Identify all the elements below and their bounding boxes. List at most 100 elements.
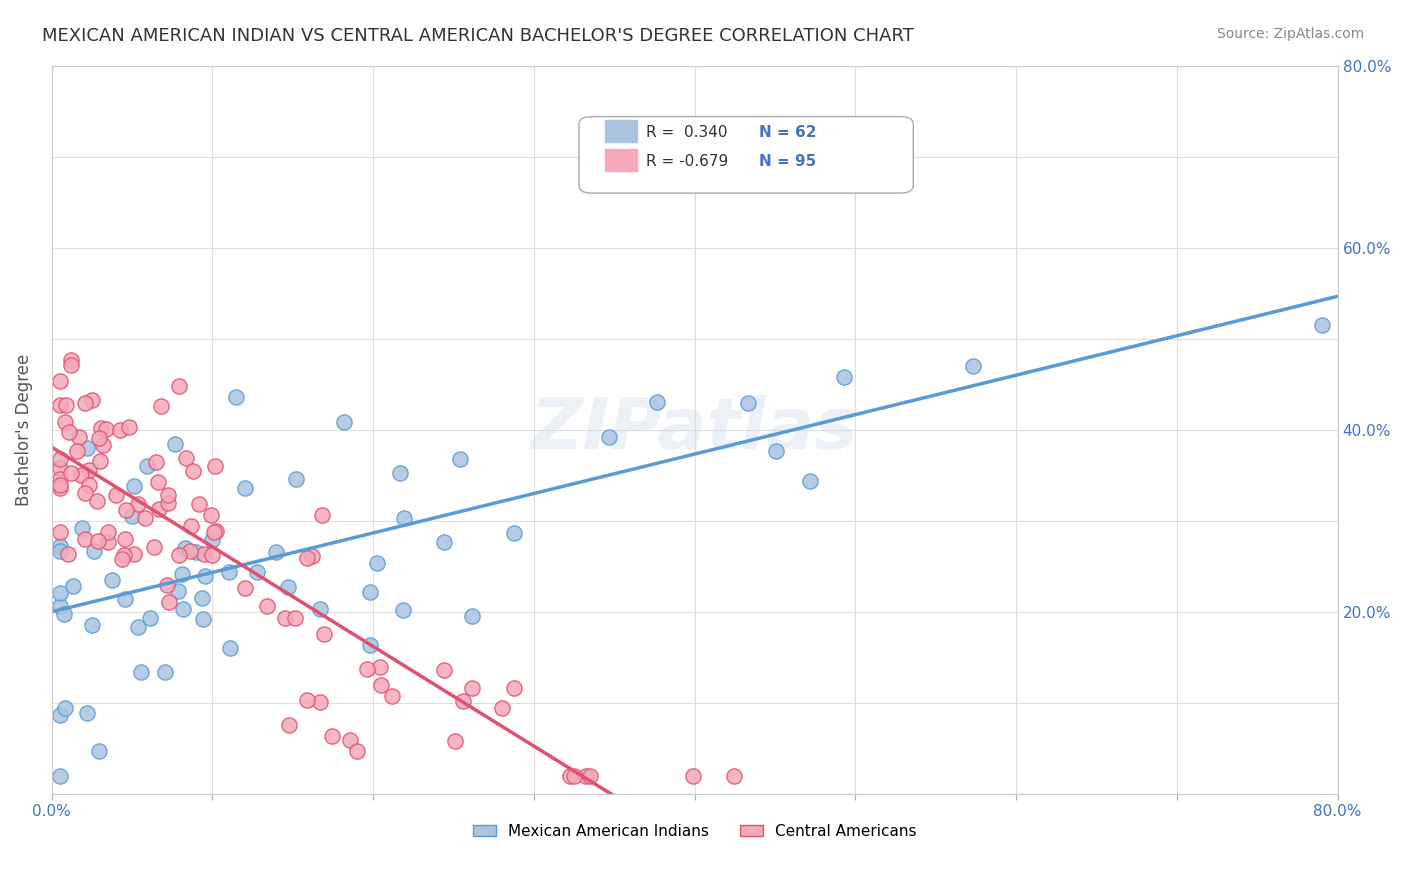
Central Americans bbox=[274, 611, 297, 625]
Central Americans bbox=[368, 660, 391, 674]
Mexican American Indians bbox=[333, 415, 356, 429]
Mexican American Indians bbox=[191, 612, 214, 626]
Text: N = 95: N = 95 bbox=[759, 154, 817, 169]
Central Americans bbox=[297, 692, 319, 706]
Mexican American Indians bbox=[392, 511, 415, 525]
Mexican American Indians bbox=[194, 569, 217, 583]
Central Americans bbox=[356, 662, 378, 676]
Mexican American Indians bbox=[136, 458, 159, 473]
Central Americans bbox=[256, 599, 278, 614]
Mexican American Indians bbox=[55, 700, 77, 714]
Central Americans bbox=[110, 552, 132, 566]
Mexican American Indians bbox=[433, 535, 456, 549]
Central Americans bbox=[108, 423, 131, 437]
Mexican American Indians bbox=[82, 618, 104, 632]
Central Americans bbox=[502, 681, 524, 696]
Central Americans bbox=[150, 399, 173, 413]
Mexican American Indians bbox=[277, 580, 299, 594]
Central Americans bbox=[75, 396, 97, 410]
Mexican American Indians bbox=[502, 526, 524, 541]
Mexican American Indians bbox=[201, 533, 224, 548]
Mexican American Indians bbox=[266, 545, 288, 559]
Mexican American Indians bbox=[392, 603, 415, 617]
Central Americans bbox=[181, 464, 204, 478]
Central Americans bbox=[97, 535, 120, 549]
Central Americans bbox=[49, 374, 72, 388]
Mexican American Indians bbox=[359, 638, 381, 652]
Central Americans bbox=[321, 729, 343, 743]
Central Americans bbox=[309, 695, 332, 709]
Central Americans bbox=[205, 524, 228, 538]
Mexican American Indians bbox=[49, 544, 72, 558]
Central Americans bbox=[58, 425, 80, 439]
Mexican American Indians bbox=[127, 619, 149, 633]
Central Americans bbox=[157, 496, 180, 510]
Mexican American Indians bbox=[170, 566, 193, 581]
Y-axis label: Bachelor's Degree: Bachelor's Degree bbox=[15, 354, 32, 506]
Central Americans bbox=[86, 494, 108, 508]
Text: ZIPatlas: ZIPatlas bbox=[531, 395, 859, 465]
Central Americans bbox=[148, 501, 170, 516]
Central Americans bbox=[90, 421, 112, 435]
Central Americans bbox=[56, 547, 79, 561]
Mexican American Indians bbox=[49, 769, 72, 783]
Mexican American Indians bbox=[62, 579, 84, 593]
Mexican American Indians bbox=[121, 509, 143, 524]
Central Americans bbox=[370, 678, 392, 692]
Mexican American Indians bbox=[598, 430, 620, 444]
Central Americans bbox=[180, 519, 202, 533]
Central Americans bbox=[145, 455, 167, 469]
Central Americans bbox=[49, 472, 72, 486]
Mexican American Indians bbox=[76, 706, 98, 721]
Bar bbox=[605, 149, 637, 171]
Mexican American Indians bbox=[284, 472, 307, 486]
Central Americans bbox=[70, 468, 93, 483]
Mexican American Indians bbox=[76, 441, 98, 455]
Central Americans bbox=[381, 689, 404, 703]
Central Americans bbox=[562, 769, 585, 783]
Central Americans bbox=[49, 478, 72, 492]
Mexican American Indians bbox=[962, 359, 984, 373]
Central Americans bbox=[157, 595, 180, 609]
Central Americans bbox=[75, 532, 97, 546]
Mexican American Indians bbox=[449, 452, 471, 467]
Central Americans bbox=[87, 431, 110, 445]
Central Americans bbox=[91, 438, 114, 452]
Mexican American Indians bbox=[190, 591, 212, 606]
Central Americans bbox=[575, 769, 598, 783]
Central Americans bbox=[277, 718, 299, 732]
Mexican American Indians bbox=[52, 607, 75, 622]
Central Americans bbox=[49, 481, 72, 495]
Mexican American Indians bbox=[87, 744, 110, 758]
Central Americans bbox=[66, 443, 89, 458]
Central Americans bbox=[142, 540, 165, 554]
Central Americans bbox=[339, 733, 361, 747]
Mexican American Indians bbox=[165, 436, 187, 450]
Mexican American Indians bbox=[173, 541, 195, 556]
Mexican American Indians bbox=[245, 565, 267, 579]
Mexican American Indians bbox=[218, 565, 240, 579]
Central Americans bbox=[201, 549, 224, 563]
Text: R = -0.679: R = -0.679 bbox=[645, 154, 728, 169]
Central Americans bbox=[167, 548, 190, 562]
Central Americans bbox=[444, 734, 467, 748]
Mexican American Indians bbox=[129, 665, 152, 679]
Bar bbox=[605, 120, 637, 142]
Central Americans bbox=[284, 611, 307, 625]
Central Americans bbox=[112, 548, 135, 562]
Central Americans bbox=[49, 398, 72, 412]
Central Americans bbox=[311, 508, 333, 522]
Mexican American Indians bbox=[1310, 318, 1333, 333]
Mexican American Indians bbox=[309, 602, 332, 616]
Central Americans bbox=[75, 486, 97, 500]
Mexican American Indians bbox=[49, 599, 72, 613]
Mexican American Indians bbox=[235, 481, 257, 495]
Mexican American Indians bbox=[49, 708, 72, 723]
Mexican American Indians bbox=[765, 443, 787, 458]
Central Americans bbox=[579, 769, 602, 783]
Central Americans bbox=[55, 398, 77, 412]
Mexican American Indians bbox=[832, 369, 855, 384]
Central Americans bbox=[122, 547, 145, 561]
Mexican American Indians bbox=[219, 641, 242, 656]
Mexican American Indians bbox=[359, 585, 381, 599]
